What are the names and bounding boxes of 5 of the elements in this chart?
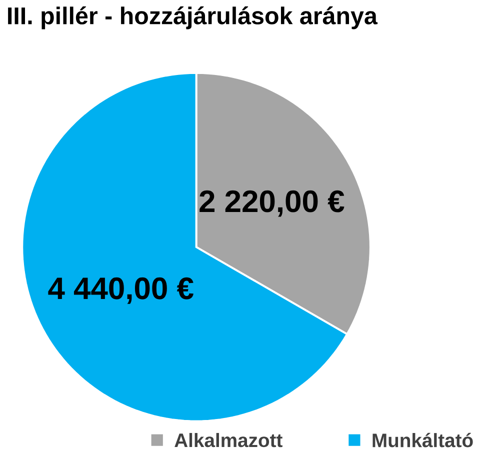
data-label: 2 220,00 € bbox=[200, 190, 344, 217]
legend-label: Alkalmazott bbox=[174, 433, 282, 448]
data-label: 4 440,00 € bbox=[48, 278, 194, 304]
chart-title: III. pillér - hozzájárulások aránya bbox=[8, 6, 378, 30]
legend-label: Munkáltató bbox=[372, 433, 473, 448]
